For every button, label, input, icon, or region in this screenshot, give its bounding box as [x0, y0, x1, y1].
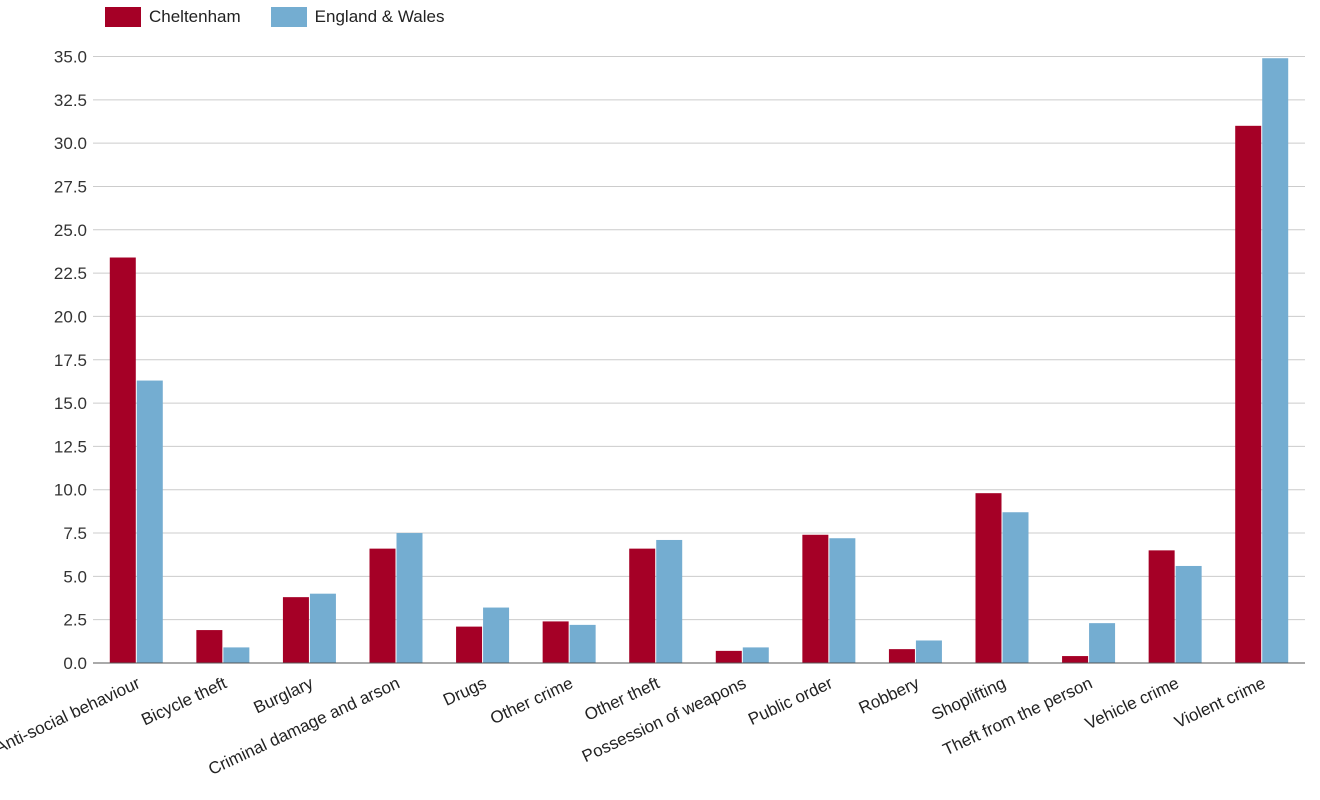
bar-cheltenham[interactable] — [1235, 125, 1262, 664]
legend-item-england-wales[interactable]: England & Wales — [270, 7, 445, 27]
legend-swatch-england-wales — [270, 7, 307, 27]
legend-item-cheltenham[interactable]: Cheltenham — [105, 7, 241, 27]
bar-cheltenham[interactable] — [975, 493, 1002, 663]
bar-cheltenham[interactable] — [456, 626, 483, 663]
y-tick-label: 35.0 — [54, 48, 87, 67]
legend-label-england-wales: England & Wales — [314, 7, 445, 26]
bar-cheltenham[interactable] — [542, 621, 569, 663]
x-tick-label: Burglary — [251, 673, 317, 717]
bar-england-wales[interactable] — [1262, 58, 1289, 664]
bar-cheltenham[interactable] — [1148, 550, 1175, 663]
y-tick-label: 7.5 — [63, 524, 87, 543]
legend: Cheltenham England & Wales — [105, 7, 444, 27]
y-tick-label: 5.0 — [63, 567, 87, 586]
bar-england-wales[interactable] — [569, 624, 596, 663]
x-tick-label: Public order — [745, 673, 836, 729]
y-tick-label: 12.5 — [54, 437, 87, 456]
bar-england-wales[interactable] — [1175, 565, 1202, 663]
bar-england-wales[interactable] — [483, 607, 510, 663]
y-tick-label: 10.0 — [54, 481, 87, 500]
bar-england-wales[interactable] — [742, 647, 769, 663]
x-tick-label: Bicycle theft — [138, 673, 229, 729]
bar-england-wales[interactable] — [915, 640, 942, 663]
bar-england-wales[interactable] — [1089, 623, 1116, 663]
bar-cheltenham[interactable] — [1062, 656, 1089, 663]
bar-england-wales[interactable] — [656, 539, 683, 663]
x-tick-label: Other crime — [487, 673, 576, 728]
y-tick-label: 30.0 — [54, 134, 87, 153]
legend-label-cheltenham: Cheltenham — [149, 7, 241, 26]
bar-england-wales[interactable] — [829, 538, 856, 663]
bar-cheltenham[interactable] — [888, 649, 915, 663]
bar-cheltenham[interactable] — [109, 257, 136, 663]
bar-england-wales[interactable] — [223, 647, 250, 663]
bar-cheltenham[interactable] — [369, 548, 396, 663]
bar-cheltenham[interactable] — [802, 534, 829, 663]
y-tick-label: 25.0 — [54, 221, 87, 240]
y-tick-label: 27.5 — [54, 177, 87, 196]
bar-cheltenham[interactable] — [282, 597, 309, 663]
y-tick-label: 22.5 — [54, 264, 87, 283]
x-tick-label: Vehicle crime — [1082, 673, 1182, 733]
y-tick-label: 15.0 — [54, 394, 87, 413]
x-tick-label: Anti-social behaviour — [0, 673, 143, 757]
x-tick-label: Robbery — [856, 673, 923, 718]
bar-cheltenham[interactable] — [629, 548, 656, 663]
x-tick-label: Possession of weapons — [579, 673, 749, 766]
x-tick-label: Violent crime — [1172, 673, 1269, 732]
bar-england-wales[interactable] — [309, 593, 336, 663]
bar-cheltenham[interactable] — [196, 630, 223, 663]
y-tick-label: 0.0 — [63, 654, 87, 673]
x-tick-label: Drugs — [440, 673, 489, 709]
bar-cheltenham[interactable] — [715, 650, 742, 663]
bar-england-wales[interactable] — [396, 533, 423, 663]
bar-england-wales[interactable] — [136, 380, 163, 663]
y-tick-label: 2.5 — [63, 611, 87, 630]
x-tick-label: Theft from the person — [940, 673, 1095, 759]
bar-england-wales[interactable] — [1002, 512, 1029, 663]
y-tick-label: 17.5 — [54, 351, 87, 370]
y-tick-label: 32.5 — [54, 91, 87, 110]
y-tick-label: 20.0 — [54, 307, 87, 326]
legend-swatch-cheltenham — [105, 7, 141, 27]
